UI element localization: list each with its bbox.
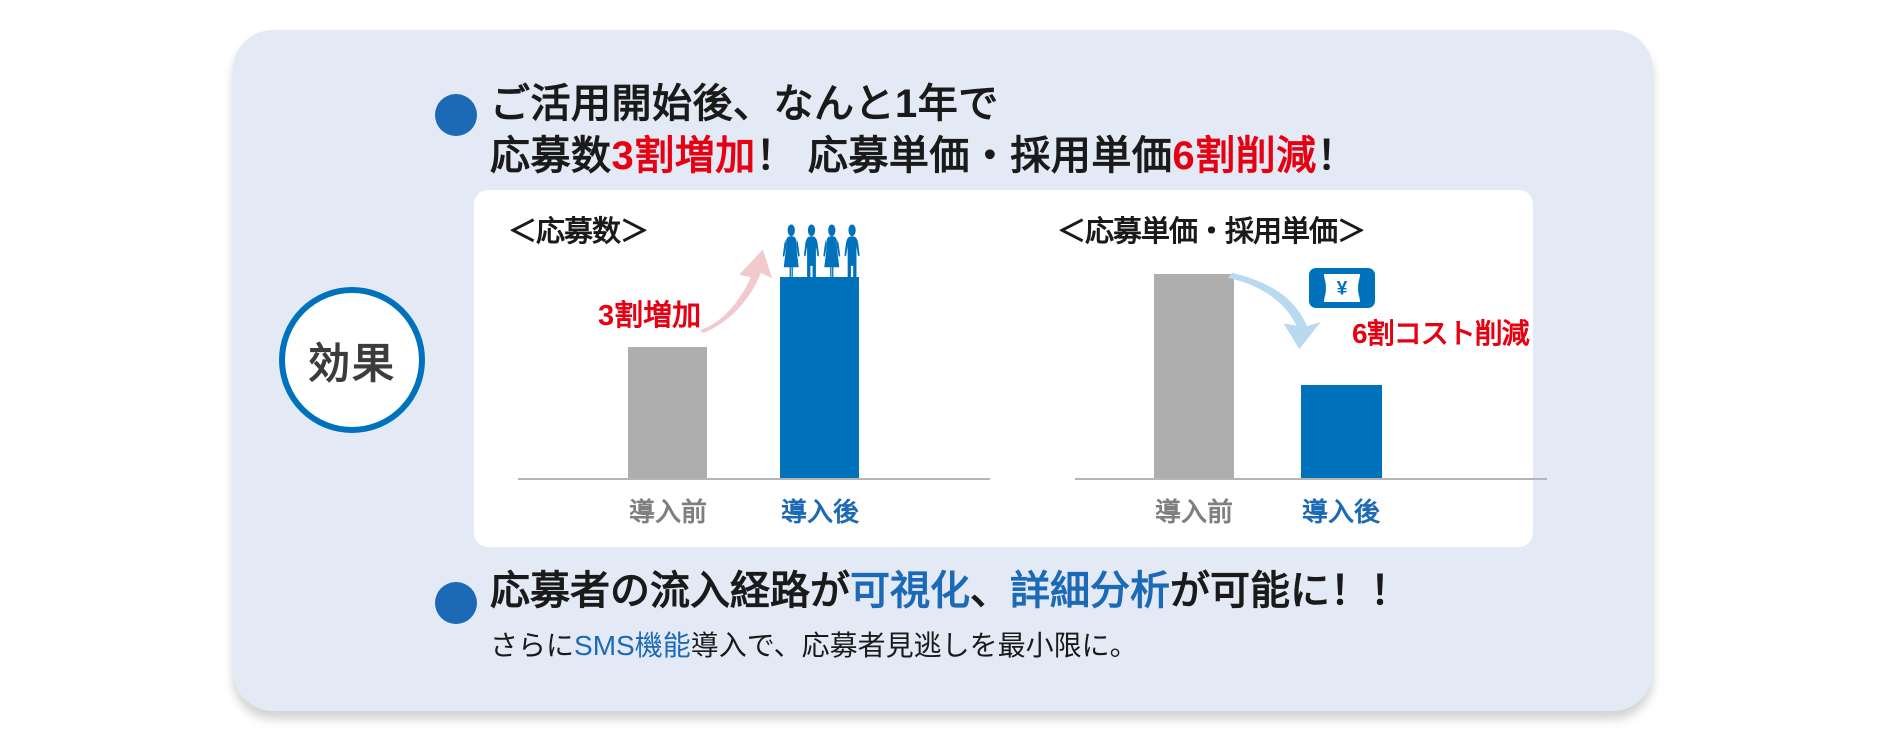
svg-text:¥: ¥	[1337, 279, 1348, 300]
